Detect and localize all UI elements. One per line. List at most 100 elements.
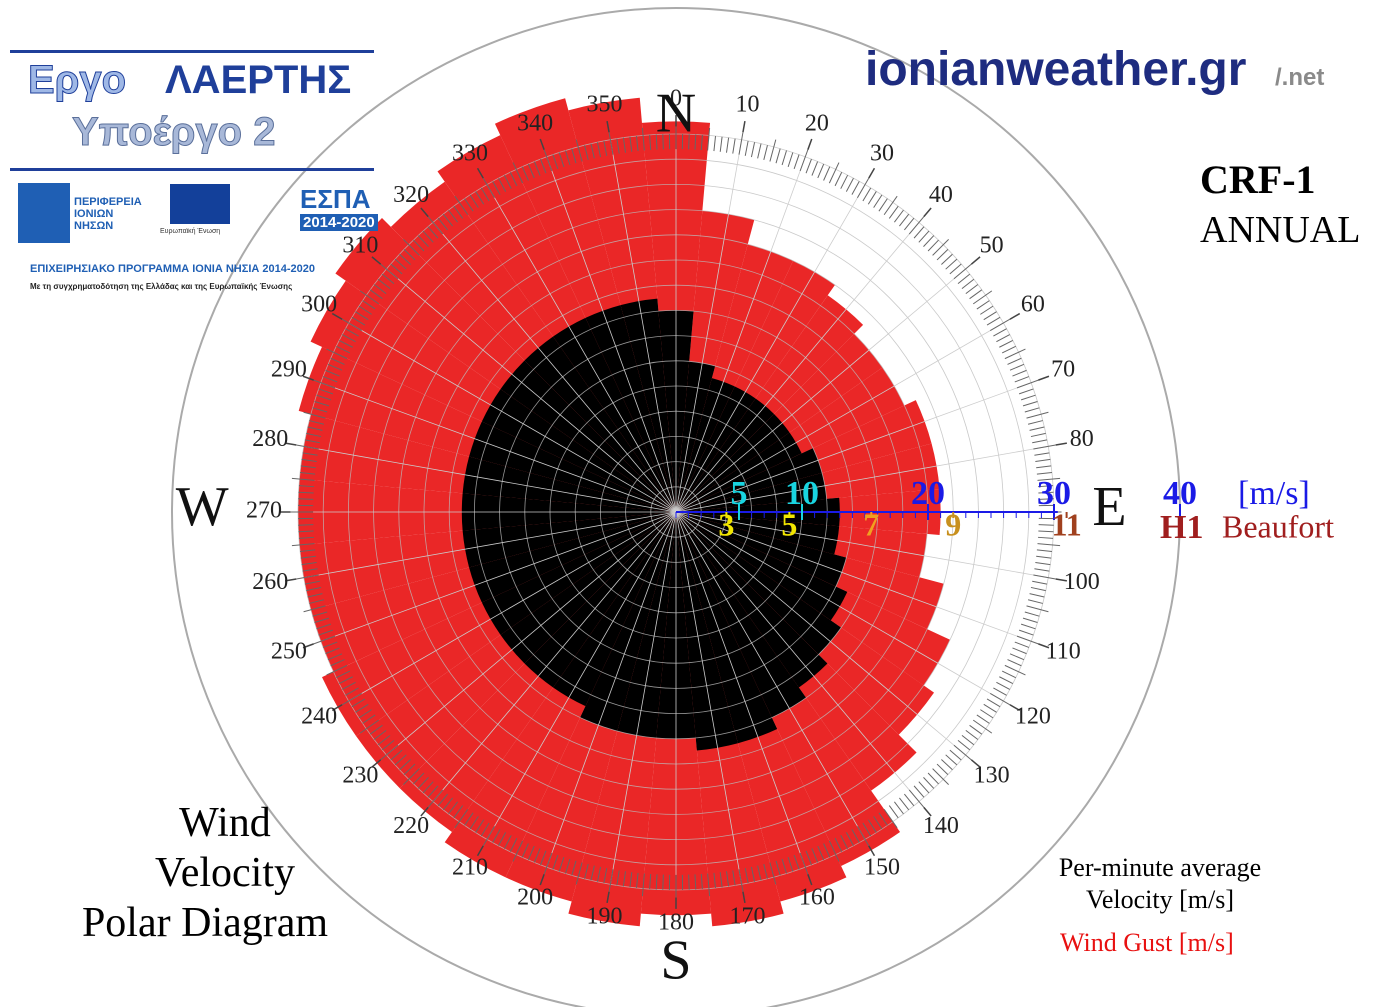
bearing-hatch — [919, 782, 929, 793]
bearing-hatch — [1030, 427, 1045, 430]
bearing-hatch — [751, 142, 754, 157]
bearing-hatch — [993, 329, 1006, 336]
espa: ΕΣΠΑ — [300, 184, 371, 215]
bearing-hatch — [962, 735, 974, 744]
bearing-hatch — [727, 138, 729, 153]
project: Εργο — [28, 58, 126, 103]
bearing-hatch — [973, 291, 992, 304]
angle-label: 80 — [1070, 426, 1094, 452]
bearing-hatch — [993, 688, 1006, 695]
rule — [10, 168, 374, 171]
bearing-hatch — [1031, 587, 1046, 590]
bearing-hatch — [841, 175, 848, 188]
site: ionianweather.gr — [865, 42, 1246, 97]
bearing-hatch — [889, 206, 898, 218]
angle-tick — [743, 121, 745, 132]
chart-title: Wind Velocity Polar Diagram — [30, 798, 380, 948]
bearing-hatch — [970, 725, 982, 734]
bearing-hatch — [818, 164, 824, 178]
bearing-hatch — [919, 231, 929, 242]
bearing-hatch — [996, 682, 1009, 689]
bearing-hatch — [1010, 654, 1024, 660]
bearing-hatch — [1015, 377, 1029, 382]
angle-label: 110 — [1046, 638, 1081, 664]
bearing-hatch — [1021, 395, 1035, 400]
bearing-hatch — [1032, 440, 1047, 443]
bearing-hatch — [1017, 380, 1038, 388]
angle-label: 200 — [517, 885, 553, 911]
angle-tick — [808, 139, 812, 150]
bearing-hatch — [745, 141, 748, 156]
bearing-hatch — [899, 214, 908, 226]
bearing-hatch — [909, 217, 924, 234]
bearing-hatch — [937, 764, 948, 775]
bearing-hatch — [776, 149, 780, 164]
bearing-hatch — [980, 306, 993, 314]
bearing-hatch — [298, 525, 313, 526]
bearing-hatch — [984, 704, 997, 712]
bearing-hatch — [663, 875, 664, 890]
beaufort-code: H1 — [1160, 509, 1203, 546]
bearing-hatch — [946, 259, 957, 269]
bearing-hatch — [1023, 618, 1037, 622]
angle-tick — [869, 168, 875, 178]
bearing-hatch — [954, 745, 971, 760]
bearing-hatch — [1034, 453, 1049, 455]
bearing-hatch — [966, 285, 978, 294]
angle-label: 210 — [452, 854, 488, 880]
angle-label: 280 — [252, 426, 288, 452]
bearing-hatch — [764, 145, 768, 160]
bearing-hatch — [970, 290, 982, 299]
angle-label: 350 — [586, 92, 622, 118]
bearing-hatch — [1033, 445, 1055, 449]
compass-n: N — [656, 83, 696, 145]
bearing-hatch — [298, 499, 313, 500]
y-tick-label: 20 — [911, 475, 945, 512]
bearing-hatch — [909, 790, 924, 807]
beaufort-name: Beaufort — [1222, 508, 1334, 544]
y-tick-label: 40 — [1163, 475, 1197, 512]
page: 0102030405060708010011012013014015016017… — [0, 0, 1396, 1007]
site-suffix: /.net — [1275, 64, 1324, 92]
subproject: Υποέργο 2 — [72, 110, 275, 155]
bearing-hatch — [987, 317, 1000, 325]
bearing-hatch — [980, 710, 993, 718]
angle-label: 40 — [929, 182, 953, 208]
bearing-hatch — [904, 218, 914, 230]
bearing-hatch — [824, 167, 830, 181]
bearing-hatch — [923, 236, 933, 247]
angle-label: 260 — [252, 569, 288, 595]
bearing-hatch — [788, 153, 793, 167]
angle-label: 30 — [870, 141, 894, 167]
bearing-hatch — [1034, 569, 1049, 571]
bearing-hatch — [714, 136, 716, 151]
station: CRF-1 — [1200, 156, 1316, 203]
bearing-hatch — [1037, 544, 1060, 546]
bearing-hatch — [794, 155, 799, 169]
bearing-hatch — [863, 188, 871, 201]
bearing-hatch — [868, 191, 876, 204]
bearing-hatch — [1010, 364, 1024, 370]
bearing-hatch — [954, 264, 971, 279]
bearing-hatch — [1028, 600, 1043, 604]
bearing-hatch — [1033, 575, 1055, 579]
angle-label: 320 — [393, 182, 429, 208]
bearing-hatch — [1031, 433, 1046, 436]
angle-label: 330 — [452, 141, 488, 167]
legend-velocity: Per-minute average Velocity [m/s] — [1040, 852, 1280, 916]
legend-gust: Wind Gust [m/s] — [1060, 928, 1234, 958]
bearing-hatch — [1035, 459, 1050, 461]
angle-label: 340 — [517, 110, 553, 136]
angle-label: 10 — [736, 92, 760, 118]
bearing-hatch — [928, 773, 939, 784]
beaufort-label: 5 — [781, 506, 797, 542]
bearing-hatch — [800, 150, 808, 171]
eu-flag — [170, 184, 230, 224]
bearing-hatch — [720, 137, 722, 152]
angle-label: 300 — [301, 291, 337, 317]
bearing-hatch — [1021, 624, 1035, 629]
espa-years: 2014-2020 — [300, 214, 378, 231]
bearing-hatch — [966, 730, 978, 739]
bearing-hatch — [1017, 636, 1038, 644]
angle-label: 70 — [1051, 357, 1075, 383]
